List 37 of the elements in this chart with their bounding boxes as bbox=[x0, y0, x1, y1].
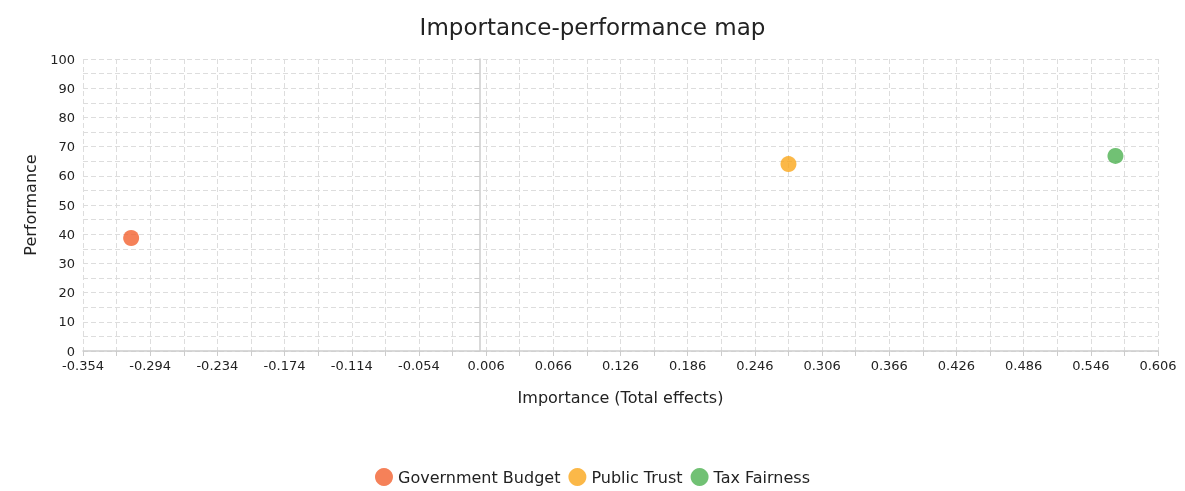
y-tick-label: 60 bbox=[58, 168, 75, 184]
x-tick-label: -0.234 bbox=[196, 358, 239, 373]
y-tick-label: 20 bbox=[58, 285, 75, 301]
x-tick-label: 0.366 bbox=[870, 358, 908, 373]
x-tick-label: 0.006 bbox=[467, 358, 505, 373]
y-axis-title: Performance bbox=[20, 154, 40, 256]
x-axis-title: Importance (Total effects) bbox=[517, 387, 724, 407]
x-tick-label: -0.174 bbox=[263, 358, 306, 373]
x-tick-label: 0.606 bbox=[1139, 358, 1177, 373]
x-tick-label: -0.114 bbox=[330, 358, 373, 373]
point bbox=[123, 230, 140, 246]
legend-label: Government Budget bbox=[397, 467, 561, 487]
legend-label: Public Trust bbox=[591, 467, 683, 487]
legend-label: Tax Fairness bbox=[712, 467, 811, 487]
x-tick-label: -0.354 bbox=[62, 358, 104, 373]
y-tick-label: 10 bbox=[58, 314, 75, 330]
x-tick-label: -0.294 bbox=[129, 358, 172, 373]
x-tick-label: 0.306 bbox=[803, 358, 841, 373]
x-tick-label: -0.054 bbox=[397, 358, 440, 373]
x-tick-label: 0.246 bbox=[736, 358, 774, 373]
y-tick-label: 90 bbox=[58, 80, 75, 96]
x-tick-label: 0.486 bbox=[1005, 358, 1043, 373]
x-tick-label: 0.426 bbox=[937, 358, 976, 373]
y-tick-label: 40 bbox=[58, 226, 75, 242]
y-tick-label: 70 bbox=[58, 139, 75, 155]
x-tick-label: 0.066 bbox=[534, 358, 572, 373]
y-tick-label: 0 bbox=[66, 343, 75, 359]
point bbox=[1107, 147, 1124, 164]
x-tick-label: 0.126 bbox=[601, 358, 640, 373]
y-tick-label: 50 bbox=[58, 197, 75, 213]
x-tick-label: 0.546 bbox=[1072, 358, 1110, 373]
point bbox=[780, 156, 797, 173]
x-tick-label: 0.186 bbox=[669, 358, 707, 373]
y-tick-label: 30 bbox=[58, 255, 75, 271]
chart-title: Importance-performance map bbox=[419, 13, 766, 40]
y-tick-label: 100 bbox=[50, 51, 75, 67]
y-tick-label: 80 bbox=[58, 109, 75, 125]
